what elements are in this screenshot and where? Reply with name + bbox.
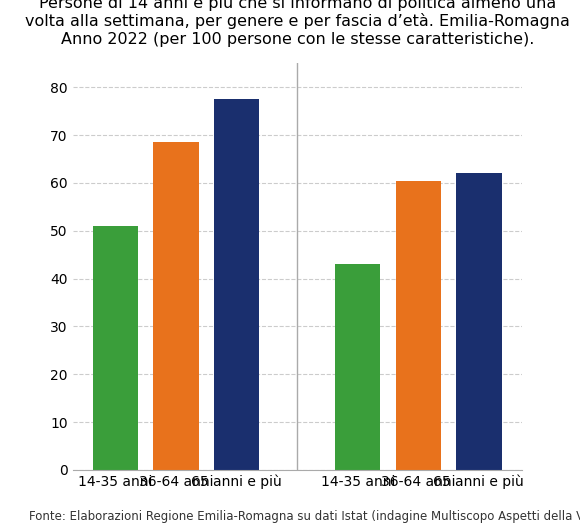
Bar — [396, 181, 441, 470]
Bar — [214, 99, 259, 470]
Text: Fonte: Elaborazioni Regione Emilia-Romagna su dati Istat (indagine Multiscopo As: Fonte: Elaborazioni Regione Emilia-Romag… — [29, 510, 580, 523]
Bar — [456, 173, 502, 470]
Title: Persone di 14 anni e più che si informano di politica almeno una
volta alla sett: Persone di 14 anni e più che si informan… — [25, 0, 570, 46]
Bar — [335, 264, 380, 470]
Bar — [154, 142, 199, 470]
Bar — [93, 226, 139, 470]
